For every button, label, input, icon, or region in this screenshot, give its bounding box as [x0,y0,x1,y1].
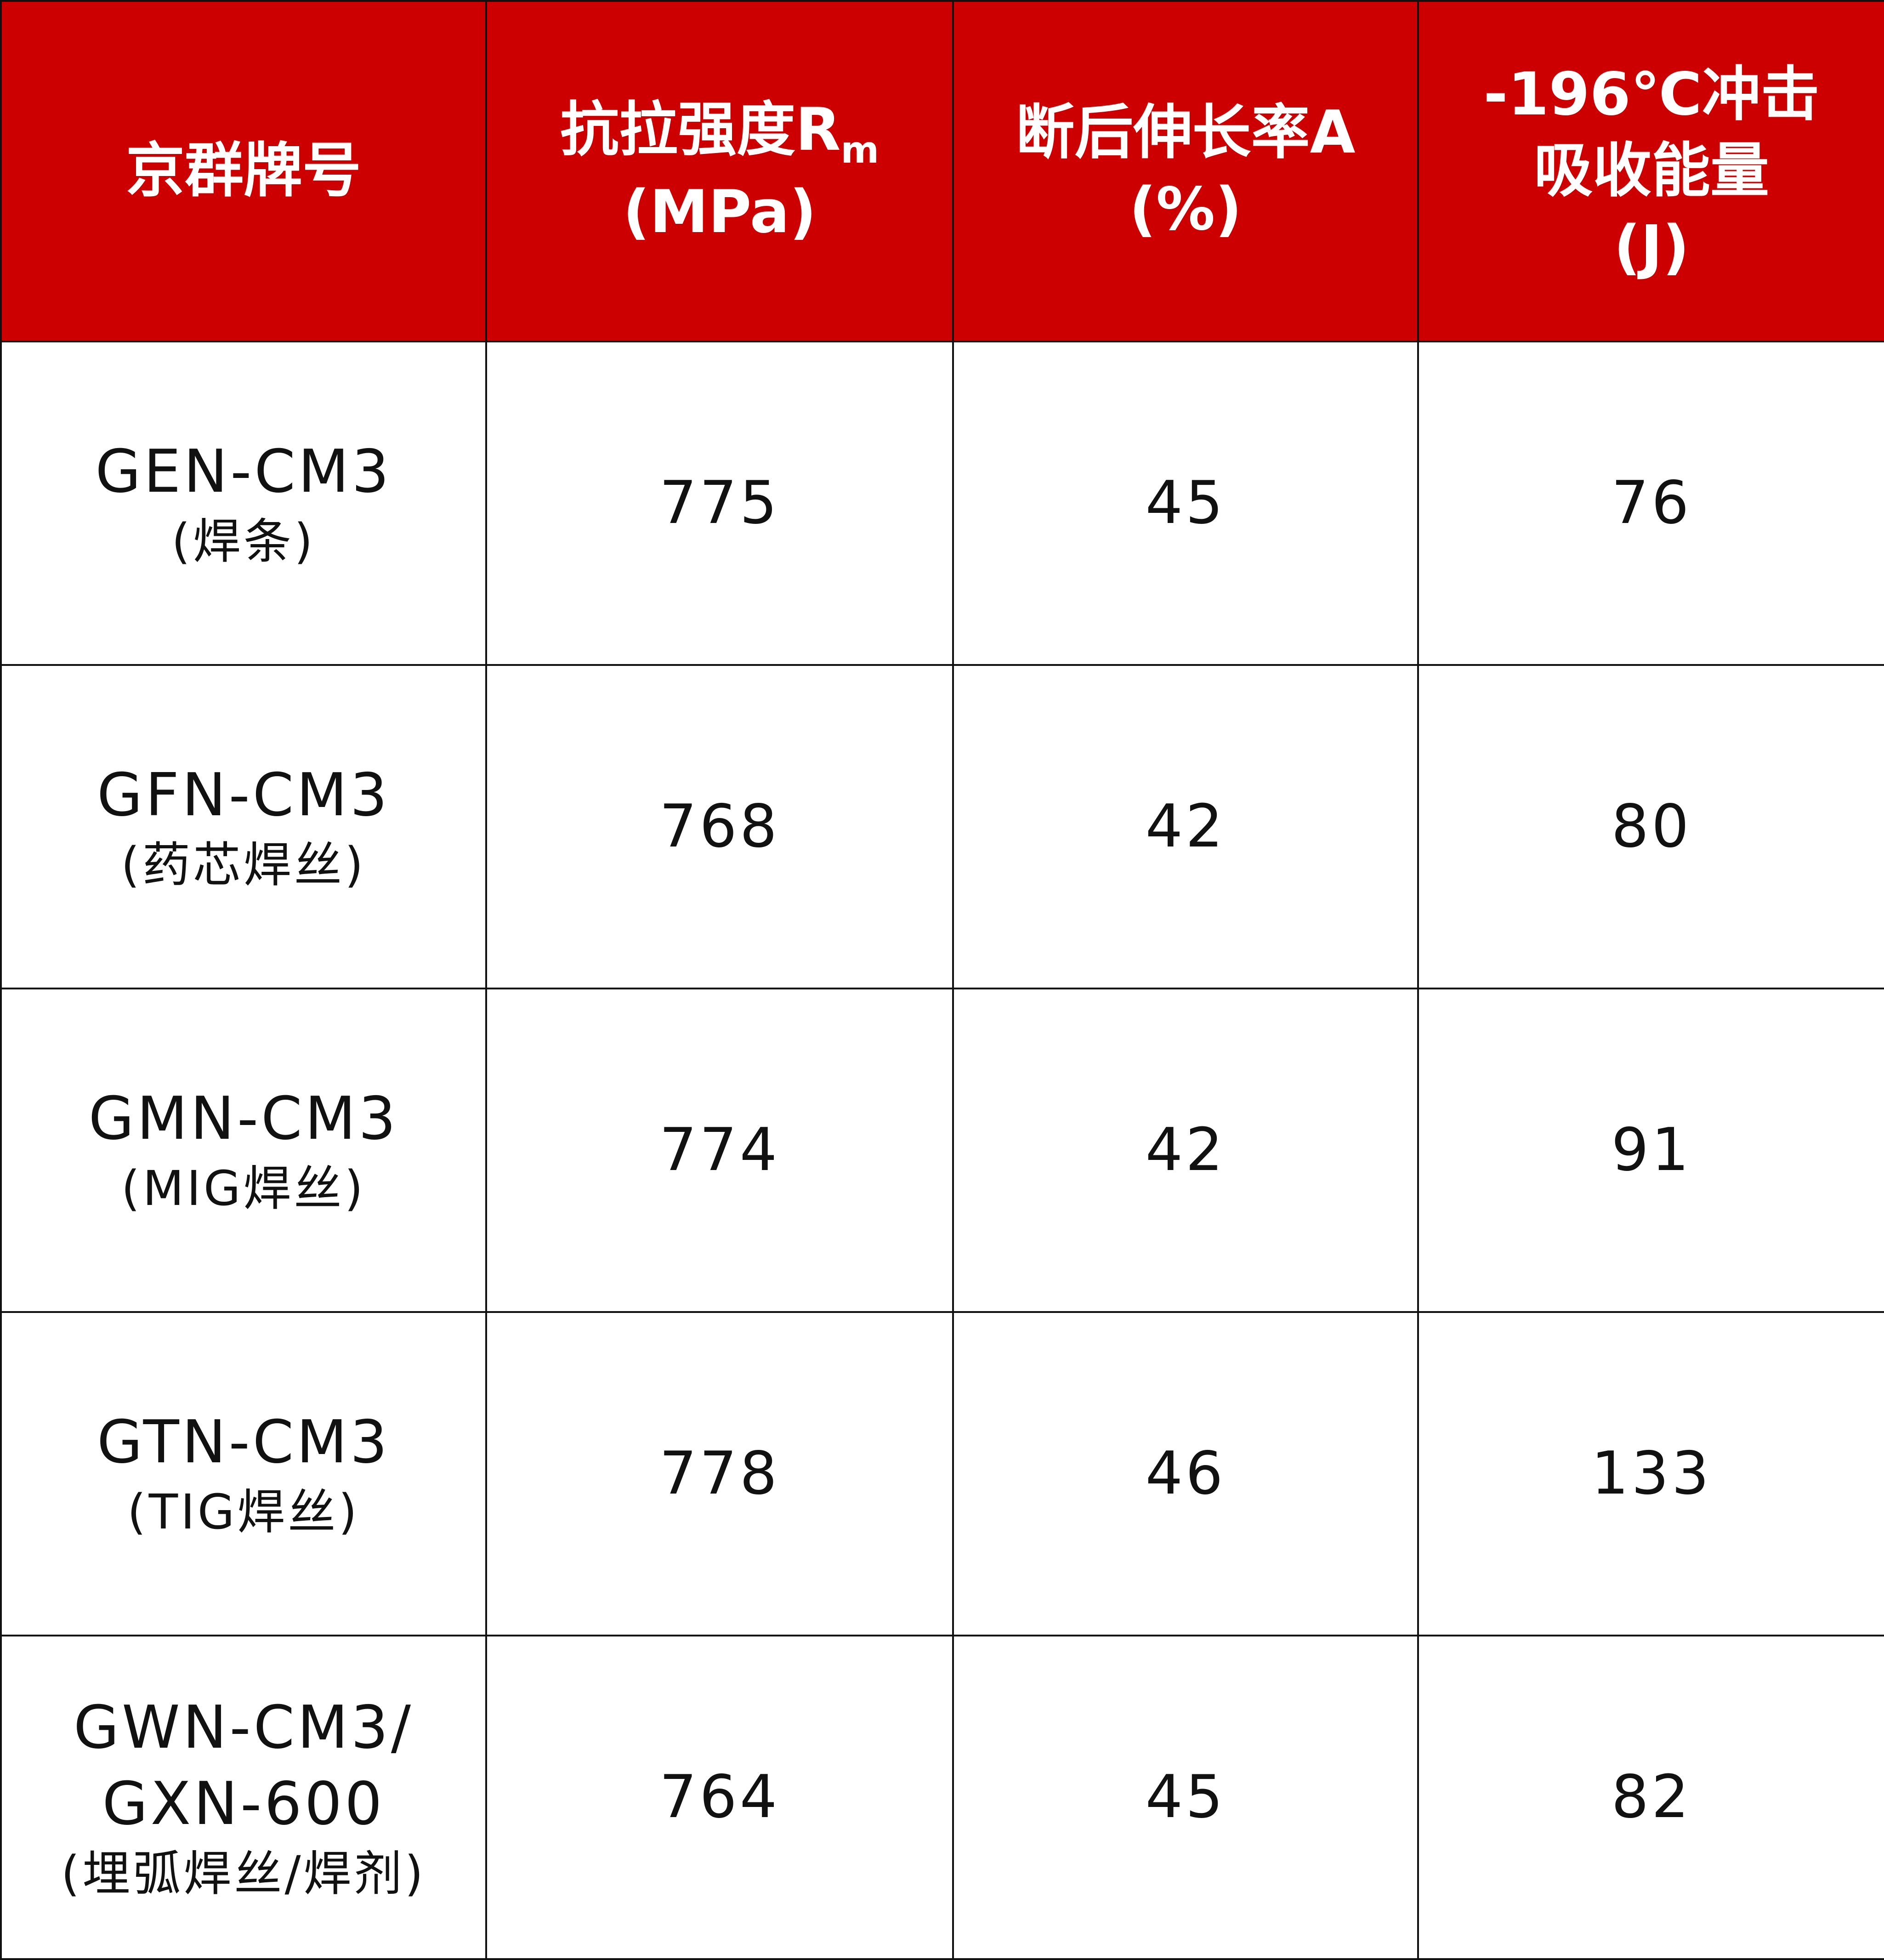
elongation-cell: 42 [952,664,1419,989]
table-row: GFN-CM3 (药芯焊丝) 768 42 80 [0,664,1884,989]
grade-cell: GEN-CM3 (焊条) [0,341,487,666]
impact-cell: 82 [1417,1635,1884,1960]
elongation-cell: 45 [952,341,1419,666]
tensile-cell: 764 [485,1635,954,1960]
impact-cell: 133 [1417,1311,1884,1636]
header-elongation: 断后伸长率A (%) [952,0,1419,342]
impact-cell: 76 [1417,341,1884,666]
grade-cell: GMN-CM3 (MIG焊丝) [0,988,487,1313]
tensile-cell: 778 [485,1311,954,1636]
header-tensile-text: 抗拉强度R [560,95,841,164]
header-impact-unit: (J) [1613,213,1690,282]
elongation-cell: 42 [952,988,1419,1313]
header-grade-label: 京群牌号 [125,136,361,205]
grade-type: (药芯焊丝) [121,836,366,893]
grade-type: (TIG焊丝) [127,1483,360,1540]
grade-type: (焊条) [171,513,316,569]
impact-cell: 80 [1417,664,1884,989]
table-row: GWN-CM3/GXN-600 (埋弧焊丝/焊剂) 764 45 82 [0,1635,1884,1960]
elongation-cell: 46 [952,1311,1419,1636]
table-row: GTN-CM3 (TIG焊丝) 778 46 133 [0,1311,1884,1636]
tensile-cell: 775 [485,341,954,666]
header-grade: 京群牌号 [0,0,487,342]
tensile-cell: 768 [485,664,954,989]
header-tensile-subscript: m [840,128,879,171]
header-tensile-label: 抗拉强度Rm [487,92,952,174]
table-row: GEN-CM3 (焊条) 775 45 76 [0,341,1884,666]
header-elongation-unit: (%) [1129,175,1242,244]
header-tensile-unit: (MPa) [623,177,817,246]
elongation-cell: 45 [952,1635,1419,1960]
header-row: 京群牌号 抗拉强度Rm (MPa) 断后伸长率A (%) -196℃冲击 吸收能… [0,0,1884,342]
header-tensile: 抗拉强度Rm (MPa) [485,0,954,342]
header-impact: -196℃冲击 吸收能量 (J) [1417,0,1884,342]
grade-cell: GTN-CM3 (TIG焊丝) [0,1311,487,1636]
grade-cell: GFN-CM3 (药芯焊丝) [0,664,487,989]
grade-name: GFN-CM3 [97,761,390,830]
impact-cell: 91 [1417,988,1884,1313]
table-row: GMN-CM3 (MIG焊丝) 774 42 91 [0,988,1884,1313]
grade-name: GEN-CM3 [95,437,392,506]
header-impact-label-2: 吸收能量 [1533,136,1769,205]
grade-name: GXN-600 [102,1770,385,1839]
grade-name: GWN-CM3/ [73,1693,414,1762]
header-elongation-label: 断后伸长率A [1016,98,1356,167]
grade-type: (埋弧焊丝/焊剂) [61,1845,426,1902]
tensile-cell: 774 [485,988,954,1313]
header-impact-label-1: -196℃冲击 [1483,60,1820,129]
grade-name: GTN-CM3 [97,1408,390,1477]
grade-cell: GWN-CM3/GXN-600 (埋弧焊丝/焊剂) [0,1635,487,1960]
grade-name: GMN-CM3 [88,1085,399,1153]
grade-type: (MIG焊丝) [121,1160,366,1216]
